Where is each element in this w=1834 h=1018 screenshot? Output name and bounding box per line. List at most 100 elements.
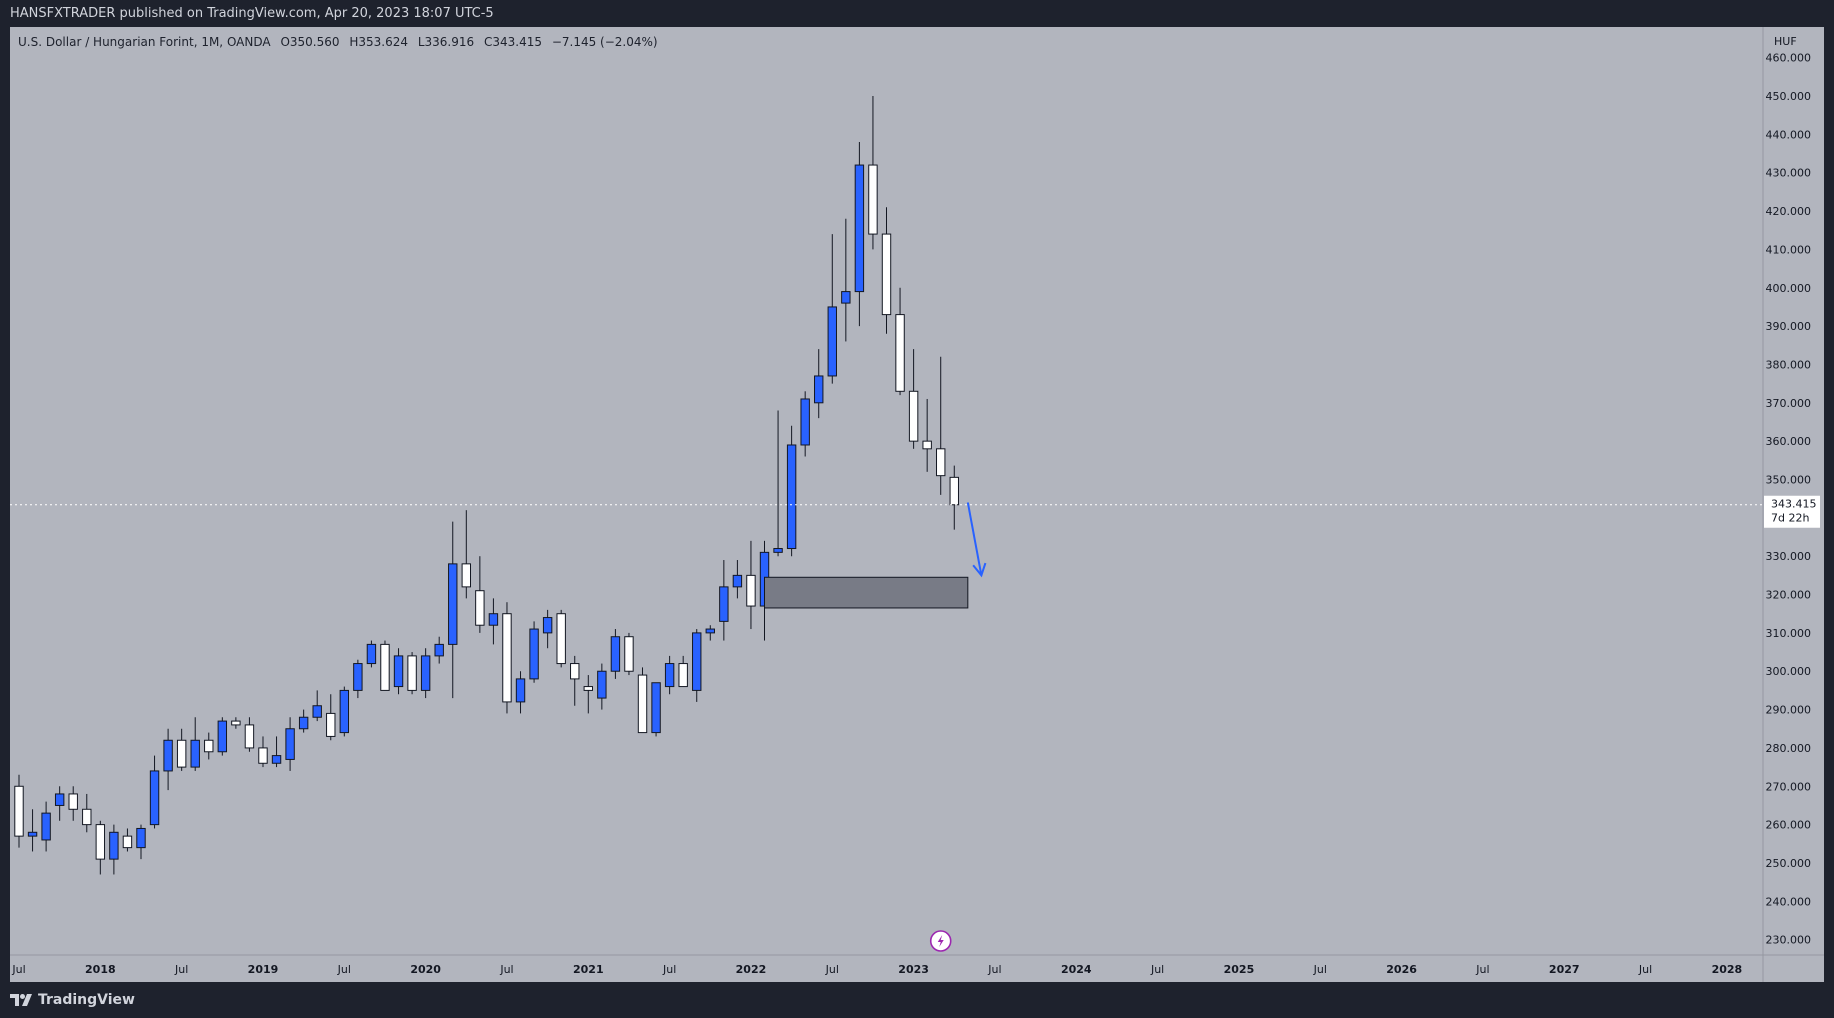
price-tick-label: 290.000 <box>1766 704 1812 717</box>
candle-body <box>326 712 336 737</box>
time-tick-label: 2028 <box>1712 963 1743 976</box>
candle-body <box>95 824 106 860</box>
candle <box>380 640 390 691</box>
candle-body <box>624 636 634 672</box>
lightning-bolt-icon[interactable] <box>929 930 952 952</box>
candle-body <box>773 548 783 553</box>
candle <box>651 682 661 737</box>
candle <box>746 540 756 630</box>
symbol-legend[interactable]: U.S. Dollar / Hungarian Forint, 1M, OAND… <box>18 35 658 49</box>
time-ticks: Jul 2018 Jul 2019 Jul 2020 Jul 2021 Jul 2022 Jul 20… <box>11 963 1742 976</box>
candle-body <box>271 755 282 764</box>
candle <box>949 465 959 530</box>
candle <box>814 349 824 419</box>
candle <box>719 560 729 641</box>
legend-open: O350.560 <box>280 35 339 49</box>
last-price-label: 343.415 7d 22h <box>1764 495 1820 528</box>
tradingview-logo[interactable]: TradingView <box>10 992 135 1008</box>
candle <box>41 801 51 852</box>
time-tick-label: Jul <box>825 963 839 976</box>
candle <box>54 786 65 821</box>
candle <box>488 598 499 645</box>
candle <box>163 728 173 791</box>
candle-body <box>231 720 241 726</box>
candle-body <box>163 739 173 772</box>
candle <box>434 636 444 664</box>
candle-body <box>488 613 499 626</box>
candle <box>448 521 458 699</box>
candle-body <box>204 739 214 753</box>
candle-body <box>298 716 309 730</box>
candle <box>637 667 648 734</box>
time-tick-label: 2022 <box>736 963 767 976</box>
candle <box>515 671 526 714</box>
time-tick-label: 2025 <box>1224 963 1255 976</box>
candle-body <box>217 720 228 753</box>
price-tick-label: 450.000 <box>1766 90 1812 103</box>
candle <box>461 510 472 599</box>
price-tick-label: 430.000 <box>1766 167 1812 180</box>
time-tick-label: 2027 <box>1549 963 1580 976</box>
bar-countdown: 7d 22h <box>1771 512 1809 525</box>
candle <box>190 717 200 771</box>
candle-body <box>407 655 417 691</box>
price-ticks: 230.000 240.000 250.000 260.000 270.000 280.0… <box>1766 52 1812 947</box>
time-tick-label: 2020 <box>410 963 441 976</box>
candle-body <box>570 663 580 680</box>
candle-body <box>258 747 268 764</box>
candle <box>773 410 783 557</box>
candle-body <box>610 636 621 672</box>
time-tick-label: Jul <box>662 963 676 976</box>
price-tick-label: 460.000 <box>1766 52 1812 65</box>
candle-body <box>841 291 851 304</box>
candle-body <box>922 440 932 450</box>
candle-body <box>339 689 350 734</box>
footer-bar: TradingView <box>0 983 1834 1018</box>
candle <box>542 609 553 649</box>
price-tick-label: 240.000 <box>1766 895 1812 908</box>
candle <box>502 602 512 714</box>
svg-text:U.S. Dollar / Hungarian Forint: U.S. Dollar / Hungarian Forint, 1M, OAND… <box>18 35 658 49</box>
candle-body <box>285 728 295 760</box>
candle-body <box>176 739 187 768</box>
price-tick-label: 350.000 <box>1766 473 1812 486</box>
candle <box>122 828 133 852</box>
candle <box>258 736 268 768</box>
candle-body <box>312 705 322 718</box>
candle <box>339 686 350 737</box>
time-axis[interactable] <box>10 955 1763 982</box>
demand-zone <box>764 576 969 609</box>
price-tick-label: 230.000 <box>1766 934 1812 947</box>
candle-body <box>448 563 458 645</box>
time-tick-label: Jul <box>174 963 188 976</box>
candle <box>326 694 336 741</box>
candle <box>529 621 539 683</box>
candle-body <box>353 663 363 691</box>
candle-body <box>949 476 959 506</box>
candle <box>854 142 865 327</box>
candle-body <box>542 617 553 634</box>
time-tick-label: 2018 <box>85 963 116 976</box>
candle-body <box>908 390 919 442</box>
legend-symbol: U.S. Dollar / Hungarian Forint, 1M, OAND… <box>18 35 271 49</box>
candle <box>68 786 78 821</box>
candle-body <box>583 686 593 691</box>
candle <box>136 824 146 860</box>
candle-body <box>190 739 200 768</box>
price-tick-label: 390.000 <box>1766 320 1812 333</box>
legend-close: C343.415 <box>484 35 542 49</box>
candle-body <box>881 233 892 316</box>
candle-body <box>597 670 607 699</box>
plot-area[interactable] <box>10 27 1763 955</box>
time-tick-label: 2026 <box>1386 963 1417 976</box>
candle <box>922 398 932 472</box>
candle <box>895 287 905 396</box>
time-tick-label: Jul <box>1150 963 1164 976</box>
candle-body <box>895 314 905 392</box>
price-tick-label: 300.000 <box>1766 665 1812 678</box>
zone-layer <box>764 502 987 609</box>
candle-body <box>41 812 51 841</box>
candle-body <box>786 444 797 550</box>
price-tick-label: 260.000 <box>1766 819 1812 832</box>
